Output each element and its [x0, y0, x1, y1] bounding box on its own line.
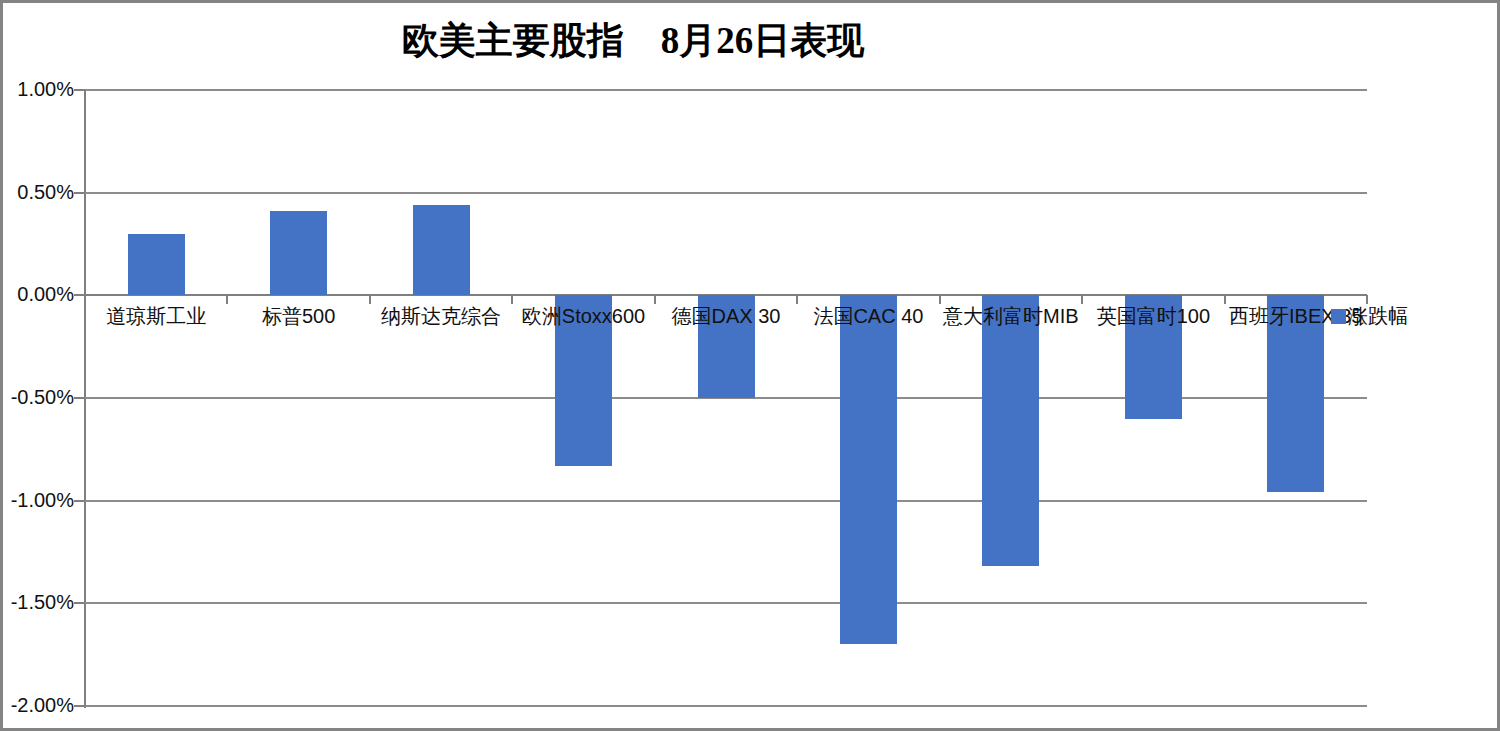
y-axis-tick	[74, 705, 85, 707]
gridline	[85, 192, 1367, 194]
gridline	[85, 705, 1367, 707]
x-axis-category-label: 英国富时100	[1082, 303, 1224, 330]
y-axis-tick	[74, 397, 85, 399]
legend-series-label: 涨跌幅	[1348, 303, 1408, 330]
gridline	[85, 89, 1367, 91]
y-axis-tick	[74, 602, 85, 604]
bar-6	[840, 295, 897, 644]
y-axis-line	[84, 90, 86, 708]
gridline	[85, 500, 1367, 502]
y-axis-tick	[74, 500, 85, 502]
x-axis-category-label: 法国CAC 40	[797, 303, 939, 330]
legend: 涨跌幅	[1331, 303, 1408, 330]
y-axis-tick-label: -2.00%	[4, 694, 74, 717]
y-axis-tick	[74, 89, 85, 91]
chart-title: 欧美主要股指 8月26日表现	[0, 16, 1266, 66]
x-axis-category-label: 纳斯达克综合	[370, 303, 512, 330]
plot-area	[85, 90, 1367, 706]
y-axis-tick	[74, 192, 85, 194]
y-axis-tick-label: -1.00%	[4, 489, 74, 512]
chart-screenshot: { "frame": { "border_color": "#848484", …	[0, 0, 1500, 731]
y-axis-tick-label: 1.00%	[4, 78, 74, 101]
bar-1	[128, 234, 185, 296]
y-axis-tick-label: 0.00%	[4, 283, 74, 306]
y-axis-tick-label: -0.50%	[4, 386, 74, 409]
gridline	[85, 602, 1367, 604]
bar-2	[270, 211, 327, 295]
x-axis-category-label: 标普500	[227, 303, 369, 330]
x-axis-category-label: 意大利富时MIB	[940, 303, 1082, 330]
legend-series-swatch-icon	[1331, 309, 1346, 324]
x-axis-category-label: 道琼斯工业	[85, 303, 227, 330]
x-axis-category-label: 德国DAX 30	[655, 303, 797, 330]
y-axis-tick-label: -1.50%	[4, 591, 74, 614]
bar-3	[413, 205, 470, 295]
bar-7	[982, 295, 1039, 566]
y-axis-tick-label: 0.50%	[4, 181, 74, 204]
x-axis-category-label: 欧洲Stoxx600	[512, 303, 654, 330]
